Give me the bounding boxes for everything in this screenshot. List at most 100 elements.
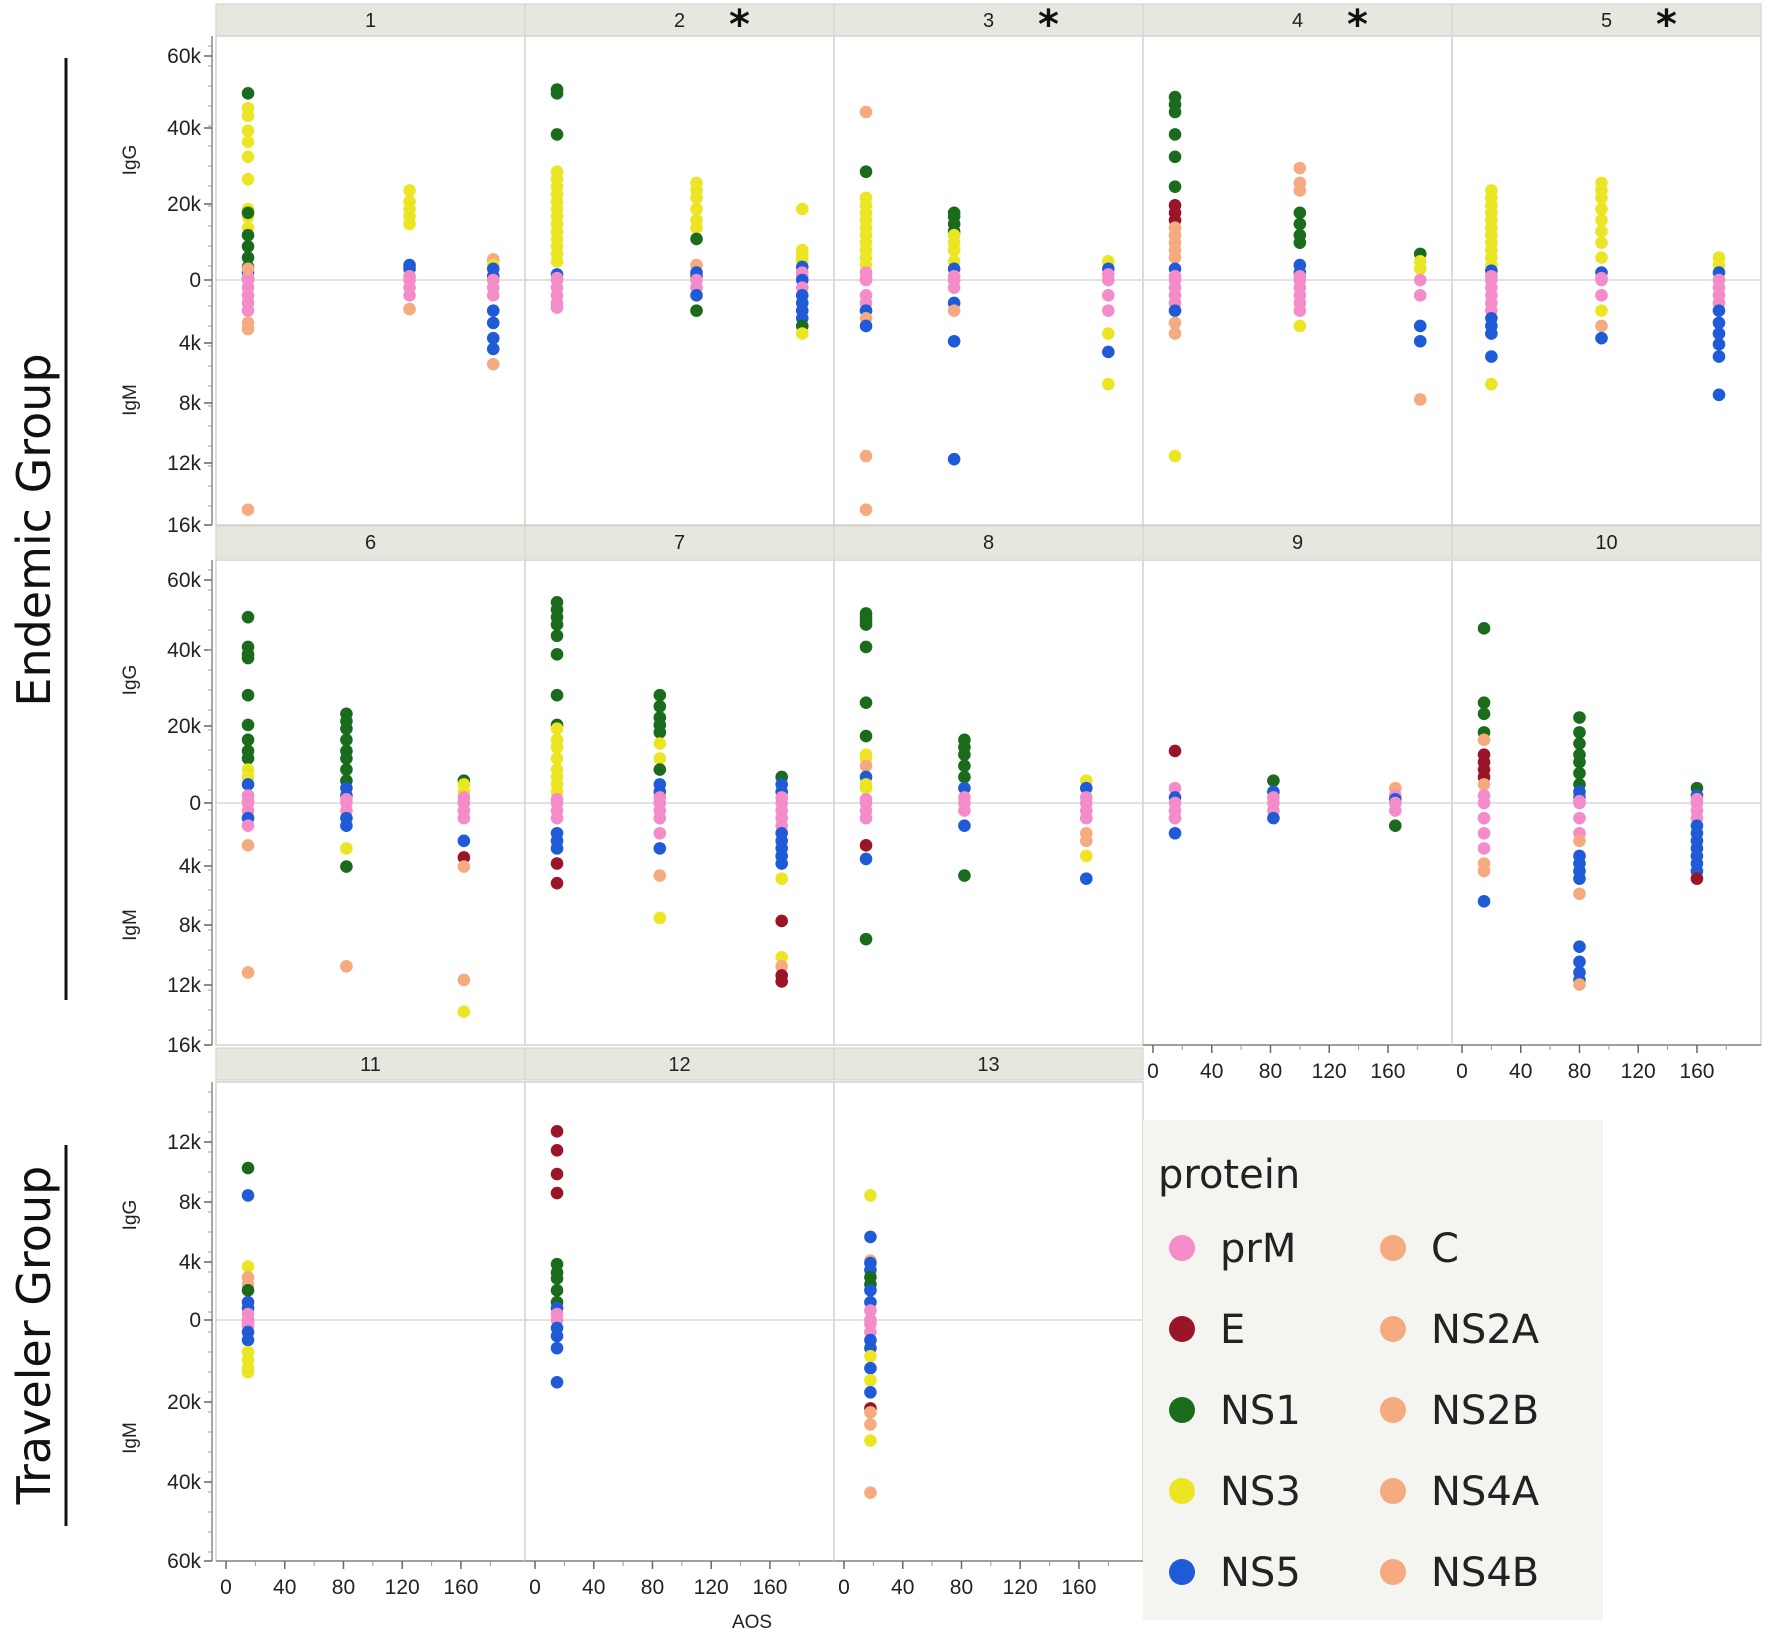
x-tick-label: 0 xyxy=(1456,1060,1468,1083)
data-point-ns5 xyxy=(1413,334,1427,348)
endemic-group-label-block: Endemic Group xyxy=(7,58,68,1000)
data-point-prm xyxy=(958,804,971,817)
data-point-ns3 xyxy=(241,124,255,137)
data-point-prm xyxy=(1102,289,1115,302)
data-point-ns3 xyxy=(1102,377,1115,391)
data-point-c xyxy=(241,503,255,516)
time-point-aos-110 xyxy=(690,176,703,317)
data-point-ns5 xyxy=(457,834,471,848)
x-tick-label: 0 xyxy=(529,1576,541,1599)
data-point-ns3 xyxy=(1102,327,1115,340)
y-label-igm: IgM xyxy=(120,384,141,416)
data-point-ns1 xyxy=(241,610,255,624)
data-point-ns1 xyxy=(690,232,703,246)
data-point-ns5 xyxy=(1573,940,1586,953)
data-point-ns5 xyxy=(958,781,971,795)
panel-header-label: 13 xyxy=(977,1054,999,1076)
data-point-ns5 xyxy=(775,857,788,870)
x-tick-label: 80 xyxy=(950,1576,973,1599)
x-tick-label: 80 xyxy=(1568,1060,1591,1083)
data-point-ns1 xyxy=(653,726,667,739)
data-point-c xyxy=(864,1406,877,1419)
data-point-ns3 xyxy=(653,737,667,750)
data-point-ns5 xyxy=(486,342,500,356)
data-point-ns5 xyxy=(690,289,703,302)
panel-header-label: 7 xyxy=(674,532,685,554)
data-point-ns1 xyxy=(1573,766,1586,780)
data-point-ns3 xyxy=(550,752,564,765)
y-label-igm: IgM xyxy=(120,1422,141,1454)
data-point-ns1 xyxy=(550,1284,564,1297)
time-point-aos-75 xyxy=(947,206,961,466)
data-point-prm xyxy=(1102,273,1115,287)
legend-swatch xyxy=(1380,1478,1406,1504)
data-point-prm xyxy=(1573,811,1586,825)
data-point-ns5 xyxy=(1102,345,1115,359)
data-point-e xyxy=(550,1186,564,1200)
data-point-c xyxy=(241,262,255,276)
data-point-c xyxy=(775,960,788,973)
x-axis: 0 40 80 120 160 xyxy=(216,1560,525,1599)
data-point-ns3 xyxy=(241,109,255,123)
data-point-ns1 xyxy=(340,752,353,765)
data-point-ns1 xyxy=(241,651,255,665)
data-point-ns1 xyxy=(241,752,255,765)
legend-item-ns2b: NS2B xyxy=(1380,1388,1539,1434)
data-point-prm xyxy=(1413,273,1427,287)
data-point-ns1 xyxy=(690,304,703,317)
data-point-ns1 xyxy=(859,729,873,743)
x-tick-label: 120 xyxy=(694,1576,729,1599)
data-point-c xyxy=(1168,316,1182,330)
data-point-prm xyxy=(1168,781,1182,795)
time-point-aos-15 xyxy=(241,87,255,516)
data-point-ns3 xyxy=(340,842,353,855)
data-point-ns3 xyxy=(690,191,703,205)
panel-header xyxy=(1142,525,1453,559)
panel-6: 6 xyxy=(215,525,526,1046)
data-point-ns1 xyxy=(241,206,255,220)
data-point-ns5 xyxy=(1712,388,1726,402)
legend-item-ns1: NS1 xyxy=(1169,1388,1301,1434)
data-point-ns1 xyxy=(241,718,255,732)
data-point-prm xyxy=(550,811,564,825)
data-point-prm xyxy=(1595,273,1608,287)
data-point-prm xyxy=(550,301,564,314)
panel-1: 1 xyxy=(215,3,526,526)
data-point-ns5 xyxy=(486,331,500,345)
data-point-c xyxy=(1079,834,1093,848)
data-point-ns5 xyxy=(1712,338,1726,351)
legend-label: NS4A xyxy=(1431,1469,1540,1515)
data-point-ns3 xyxy=(864,1373,877,1387)
data-point-ns1 xyxy=(958,759,971,773)
data-point-prm xyxy=(1168,811,1182,825)
endemic-group-label: Endemic Group xyxy=(7,353,61,706)
panel-header xyxy=(524,1047,835,1081)
x-axis: 0 40 80 120 160 xyxy=(525,1560,834,1599)
data-point-ns5 xyxy=(340,819,353,832)
data-point-ns1 xyxy=(1477,707,1491,721)
data-point-ns5 xyxy=(550,1341,564,1355)
panel-header-label: 1 xyxy=(365,10,376,32)
data-point-prm xyxy=(1477,811,1491,825)
data-point-ns1 xyxy=(859,618,873,631)
time-point-aos-15 xyxy=(859,105,873,516)
data-point-c xyxy=(457,973,471,987)
y-axis-row-1: 60k 40k 20k 0 4k 8k 12k 16k IgG IgM xyxy=(120,36,213,537)
data-point-ns1 xyxy=(1293,236,1307,249)
data-point-ns3 xyxy=(241,1260,255,1273)
data-point-c xyxy=(864,1486,877,1500)
data-point-ns5 xyxy=(486,316,500,330)
data-point-c xyxy=(653,869,667,882)
legend-swatch xyxy=(1380,1235,1406,1261)
legend-swatch xyxy=(1169,1316,1195,1342)
data-point-ns3 xyxy=(403,217,416,231)
data-point-ns1 xyxy=(1477,696,1491,709)
legend-swatch xyxy=(1380,1316,1406,1342)
panel-header-label: 2 xyxy=(674,10,685,32)
data-point-ns1 xyxy=(550,629,564,643)
time-point-aos-125 xyxy=(403,184,416,316)
data-point-ns5 xyxy=(550,1329,564,1343)
legend-label: NS2B xyxy=(1431,1388,1539,1434)
data-point-ns1 xyxy=(340,733,353,747)
